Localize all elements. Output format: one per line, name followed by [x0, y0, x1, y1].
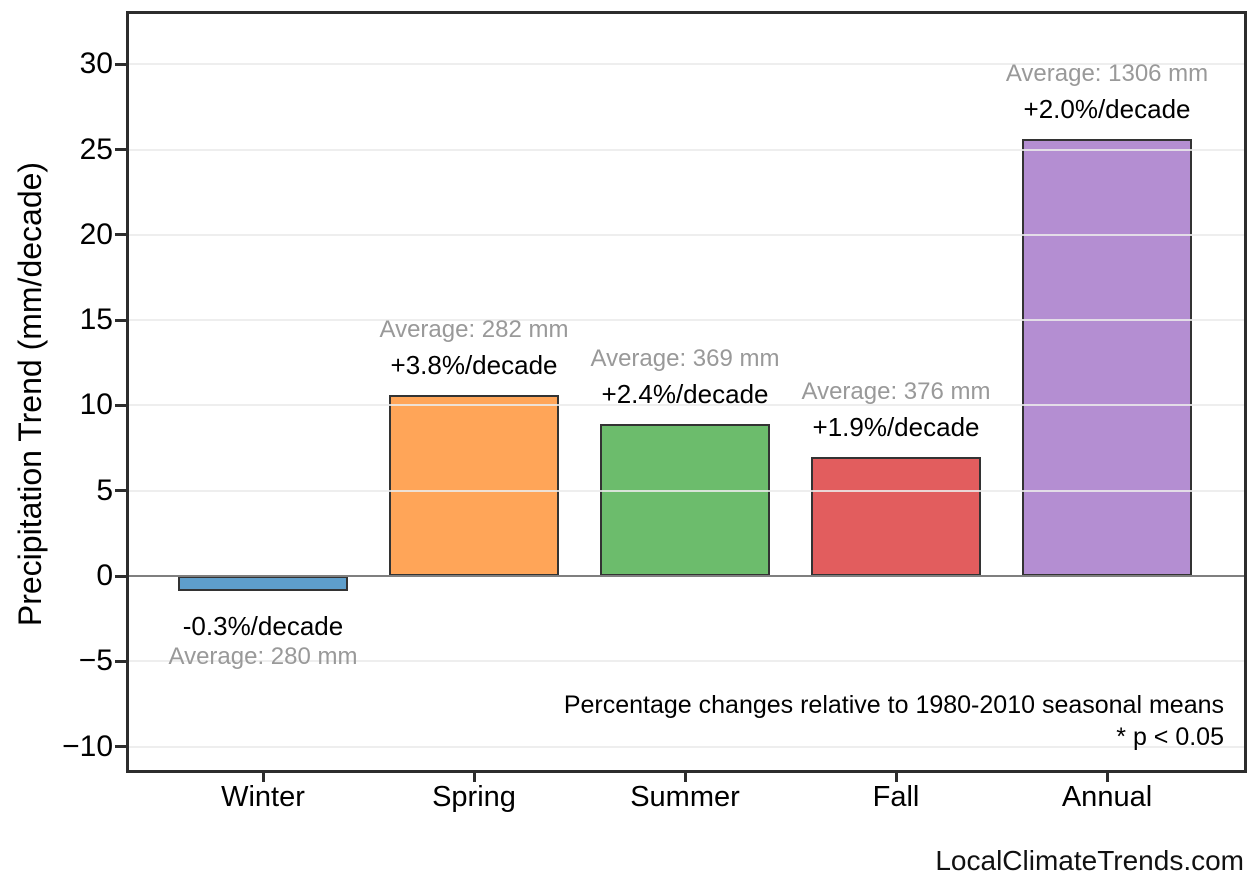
- x-tick-mark-fall: [894, 773, 898, 782]
- y-tick-mark-10: [115, 403, 126, 407]
- pct-change-label-summer: +2.4%/decade: [601, 379, 769, 410]
- y-tick-label-30: 30: [79, 47, 113, 81]
- y-tick-label--5: −5: [78, 644, 113, 678]
- pct-change-label-annual: +2.0%/decade: [1023, 94, 1191, 125]
- y-tick-mark-15: [115, 318, 126, 322]
- y-tick-label-15: 15: [79, 303, 113, 337]
- y-tick-mark--10: [115, 745, 126, 749]
- y-tick-label-0: 0: [96, 559, 113, 592]
- x-tick-mark-winter: [261, 773, 265, 782]
- x-tick-mark-summer: [683, 773, 687, 782]
- x-tick-label-winter: Winter: [221, 781, 305, 813]
- plot-area: Percentage changes relative to 1980-2010…: [126, 11, 1247, 773]
- y-tick-label-10: 10: [79, 388, 113, 422]
- average-label-winter: Average: 280 mm: [168, 643, 358, 671]
- y-tick-mark-25: [115, 148, 126, 151]
- pct-change-label-fall: +1.9%/decade: [812, 411, 980, 442]
- bar-winter: [178, 576, 348, 592]
- y-tick-label-25: 25: [79, 132, 113, 166]
- bar-fall: [811, 456, 981, 576]
- x-tick-label-summer: Summer: [630, 781, 740, 813]
- x-tick-mark-spring: [472, 773, 476, 782]
- average-label-fall: Average: 376 mm: [801, 377, 991, 405]
- average-label-summer: Average: 369 mm: [590, 345, 780, 373]
- x-tick-label-spring: Spring: [432, 781, 516, 813]
- x-tick-label-annual: Annual: [1061, 781, 1153, 813]
- pct-change-label-spring: +3.8%/decade: [390, 350, 558, 381]
- y-tick-label-20: 20: [79, 217, 113, 251]
- x-tick-mark-annual: [1105, 773, 1109, 782]
- note-significance: * p < 0.05: [1116, 723, 1224, 751]
- x-tick-label-fall: Fall: [872, 781, 920, 813]
- y-tick-mark-0: [115, 574, 126, 578]
- bar-summer: [600, 424, 770, 576]
- y-tick-mark--5: [115, 659, 126, 663]
- y-tick-label-5: 5: [96, 473, 113, 507]
- average-label-annual: Average: 1306 mm: [1005, 60, 1209, 88]
- note-percentage-basis: Percentage changes relative to 1980-2010…: [563, 691, 1224, 719]
- watermark: LocalClimateTrends.com: [935, 845, 1244, 876]
- gridline-y-10: [129, 745, 1244, 748]
- y-tick-mark-5: [115, 489, 126, 493]
- bar-spring: [389, 395, 559, 576]
- pct-change-label-winter: -0.3%/decade: [182, 611, 344, 642]
- average-label-spring: Average: 282 mm: [379, 316, 569, 344]
- y-tick-label--10: −10: [62, 729, 113, 763]
- bar-annual: [1022, 139, 1192, 576]
- y-tick-mark-30: [115, 62, 126, 66]
- y-tick-mark-20: [115, 233, 126, 237]
